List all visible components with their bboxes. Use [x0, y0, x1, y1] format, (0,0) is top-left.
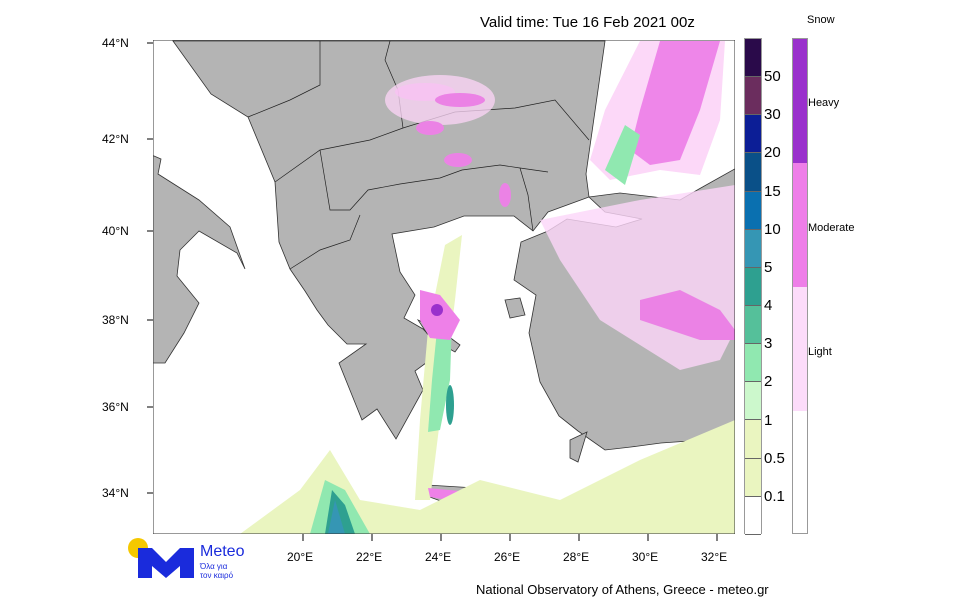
rain-bin-label: 15: [764, 182, 781, 200]
land-balkans: [172, 40, 606, 440]
rain-colorbar: [744, 38, 762, 535]
lat-label: 34°N: [102, 486, 129, 500]
logo-m-icon: [138, 548, 194, 578]
rain-bin-label: 1: [764, 411, 773, 429]
rain-south-veryheavy: [328, 500, 345, 534]
snow-legend-title: Snow: [807, 14, 835, 26]
rain-south-light: [240, 420, 735, 534]
axis-ticks: [147, 42, 718, 541]
rain-bin: [745, 344, 761, 383]
rain-bin: [745, 458, 761, 497]
lon-label: 28°E: [563, 550, 590, 564]
rain-bin: [745, 115, 761, 154]
rain-bin-label: 4: [764, 297, 773, 315]
snow-heavy-area: [431, 304, 443, 316]
rain-bin: [745, 77, 761, 116]
snow-moderate-area: [630, 41, 720, 165]
borders: [247, 40, 590, 270]
snow-bin-light: [793, 287, 807, 411]
lat-label: 36°N: [102, 400, 129, 414]
rain-bin: [745, 267, 761, 306]
rain-bin-label: 30: [764, 106, 781, 124]
snow-colorbar: [792, 38, 808, 534]
snow-bin-heavy: [793, 39, 807, 163]
lon-label: 26°E: [494, 550, 521, 564]
snow-moderate-area: [640, 290, 735, 340]
land-italy: [153, 155, 246, 364]
snow-label-heavy: Heavy: [808, 97, 840, 109]
lon-label: 22°E: [356, 550, 383, 564]
lon-label: 32°E: [701, 550, 728, 564]
lat-label: 38°N: [102, 313, 129, 327]
snow-moderate-area: [444, 153, 472, 167]
snow-moderate-area: [435, 93, 485, 107]
lon-label: 20°E: [287, 550, 314, 564]
rain-bin: [745, 382, 761, 421]
logo-tagline: Όλα για τον καιρό: [200, 562, 234, 580]
lat-label: 44°N: [102, 36, 129, 50]
land-rhodes: [569, 431, 588, 463]
rain-bin-label: 0.1: [764, 487, 785, 505]
rain-bin: [745, 39, 761, 78]
lat-label: 42°N: [102, 132, 129, 146]
rain-bin: [745, 229, 761, 268]
snow-moderate-area: [416, 121, 444, 135]
credit-text: National Observatory of Athens, Greece -…: [476, 582, 769, 597]
lat-label: 40°N: [102, 224, 129, 238]
rain-bin-label: 20: [764, 144, 781, 162]
rain-bin: [745, 191, 761, 230]
valid-time-title: Valid time: Tue 16 Feb 2021 00z: [480, 14, 695, 31]
rain-bin: [745, 305, 761, 345]
rain-areas: [240, 125, 735, 534]
rain-bin: [745, 496, 761, 535]
rain-bin: [745, 153, 761, 192]
lon-label: 30°E: [632, 550, 659, 564]
snow-label-light: Light: [808, 346, 832, 358]
snow-label-moderate: Moderate: [808, 222, 855, 234]
rain-bin-label: 5: [764, 258, 773, 276]
rain-heavy-area: [446, 385, 454, 425]
rain-bin-label: 0.5: [764, 449, 785, 467]
snow-moderate-area: [499, 183, 511, 207]
snow-bin-moderate: [793, 163, 807, 287]
rain-bin: [745, 420, 761, 459]
snow-bin-none: [793, 411, 807, 533]
rain-bin-label: 2: [764, 373, 773, 391]
rain-bs-moderate: [605, 125, 640, 185]
lon-label: 24°E: [425, 550, 452, 564]
land-lesbos: [504, 297, 526, 319]
logo-name: Meteo: [200, 543, 245, 560]
rain-bin-label: 3: [764, 335, 773, 353]
rain-bin-label: 10: [764, 220, 781, 238]
rain-bin-label: 50: [764, 68, 781, 86]
